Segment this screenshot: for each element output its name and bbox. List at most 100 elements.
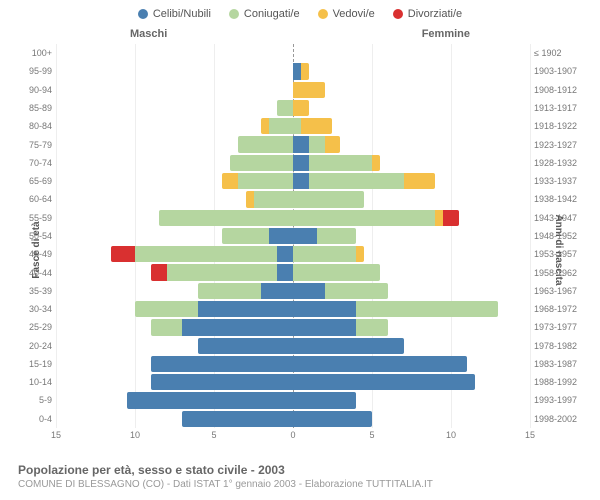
age-label: 65-69 (16, 176, 52, 186)
x-tick: 0 (290, 430, 295, 440)
bar-segment (182, 319, 293, 335)
bar-male (56, 264, 293, 280)
bar-segment (269, 228, 293, 244)
age-row: 45-491953-1957 (56, 245, 530, 263)
age-label: 55-59 (16, 213, 52, 223)
age-row: 25-291973-1977 (56, 318, 530, 336)
bar-female (293, 283, 530, 299)
legend-swatch (393, 9, 403, 19)
bar-segment (261, 283, 293, 299)
age-row: 85-891913-1917 (56, 99, 530, 117)
bar-male (56, 338, 293, 354)
age-label: 50-54 (16, 231, 52, 241)
bar-segment (238, 173, 293, 189)
bar-segment (246, 191, 254, 207)
x-tick: 5 (211, 430, 216, 440)
footer-sub: COMUNE DI BLESSAGNO (CO) - Dati ISTAT 1°… (18, 479, 590, 490)
bar-segment (135, 246, 277, 262)
age-label: 5-9 (16, 395, 52, 405)
bar-female (293, 210, 530, 226)
birth-label: 1943-1947 (534, 213, 590, 223)
birth-label: 1903-1907 (534, 66, 590, 76)
bar-segment (111, 246, 135, 262)
bar-segment (293, 301, 356, 317)
age-row: 70-741928-1932 (56, 154, 530, 172)
bar-segment (277, 246, 293, 262)
bar-segment (151, 374, 293, 390)
bar-segment (293, 411, 372, 427)
bar-segment (293, 392, 356, 408)
age-label: 75-79 (16, 140, 52, 150)
bar-female (293, 301, 530, 317)
bar-male (56, 356, 293, 372)
age-label: 85-89 (16, 103, 52, 113)
bar-female (293, 63, 530, 79)
bar-male (56, 246, 293, 262)
bar-segment (309, 155, 372, 171)
bar-segment (198, 301, 293, 317)
bar-segment (159, 210, 293, 226)
age-row: 100+≤ 1902 (56, 44, 530, 62)
bar-segment (293, 82, 325, 98)
bar-female (293, 356, 530, 372)
bar-segment (222, 228, 269, 244)
x-tick: 10 (130, 430, 140, 440)
bar-segment (301, 118, 333, 134)
bar-female (293, 136, 530, 152)
age-row: 30-341968-1972 (56, 300, 530, 318)
age-row: 15-191983-1987 (56, 355, 530, 373)
bar-male (56, 228, 293, 244)
bar-segment (293, 228, 317, 244)
legend-label: Divorziati/e (408, 8, 462, 20)
bar-female (293, 45, 530, 61)
bar-female (293, 155, 530, 171)
bar-segment (293, 264, 380, 280)
bar-segment (293, 246, 356, 262)
bar-male (56, 283, 293, 299)
birth-label: 1908-1912 (534, 85, 590, 95)
bar-segment (293, 374, 475, 390)
bar-female (293, 100, 530, 116)
bar-segment (261, 118, 269, 134)
birth-label: 1988-1992 (534, 377, 590, 387)
x-axis: 15105051015 (56, 430, 530, 444)
birth-label: 1993-1997 (534, 395, 590, 405)
bar-segment (293, 173, 309, 189)
bar-segment (293, 319, 356, 335)
legend-item: Divorziati/e (393, 8, 462, 20)
bar-male (56, 392, 293, 408)
age-row: 0-41998-2002 (56, 410, 530, 428)
birth-label: 1968-1972 (534, 304, 590, 314)
bar-male (56, 136, 293, 152)
age-row: 55-591943-1947 (56, 209, 530, 227)
bar-segment (293, 356, 467, 372)
bar-segment (317, 228, 356, 244)
header-female: Femmine (422, 28, 470, 40)
age-row: 60-641938-1942 (56, 190, 530, 208)
bar-segment (435, 210, 443, 226)
bar-segment (325, 136, 341, 152)
bar-segment (293, 136, 309, 152)
birth-label: 1953-1957 (534, 249, 590, 259)
bar-male (56, 191, 293, 207)
age-label: 30-34 (16, 304, 52, 314)
bar-male (56, 173, 293, 189)
bar-segment (301, 63, 309, 79)
age-row: 75-791923-1927 (56, 135, 530, 153)
x-tick: 15 (51, 430, 61, 440)
age-label: 95-99 (16, 66, 52, 76)
bar-segment (309, 136, 325, 152)
age-label: 45-49 (16, 249, 52, 259)
bar-female (293, 118, 530, 134)
x-tick: 5 (369, 430, 374, 440)
bar-segment (356, 246, 364, 262)
age-row: 90-941908-1912 (56, 81, 530, 99)
legend-swatch (229, 9, 239, 19)
age-row: 80-841918-1922 (56, 117, 530, 135)
bar-female (293, 392, 530, 408)
age-row: 35-391963-1967 (56, 282, 530, 300)
legend-item: Celibi/Nubili (138, 8, 211, 20)
age-label: 90-94 (16, 85, 52, 95)
bar-segment (293, 283, 325, 299)
age-row: 95-991903-1907 (56, 62, 530, 80)
